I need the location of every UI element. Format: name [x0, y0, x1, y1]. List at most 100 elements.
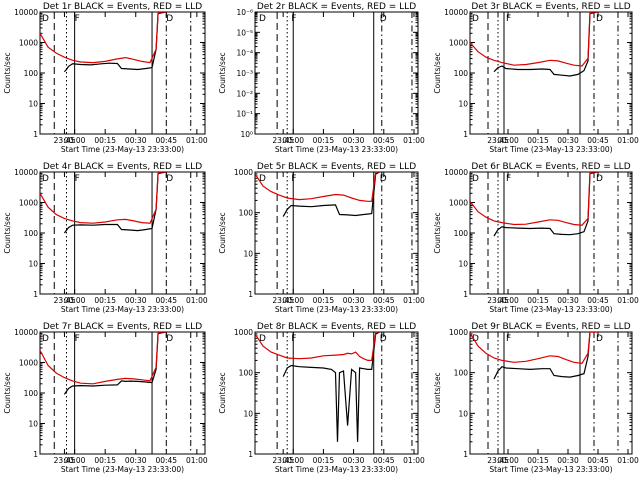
- marker-label: D: [472, 334, 479, 344]
- series-lld: [40, 332, 167, 385]
- plot-frame: [254, 171, 419, 295]
- x-tick-label: 23:45: [272, 456, 294, 465]
- x-tick-label: 00:45: [155, 136, 177, 145]
- marker-label: F: [506, 334, 511, 344]
- x-tick-label: 00:00: [282, 136, 304, 145]
- x-tick-label: 00:45: [587, 296, 609, 305]
- plot-frame: [254, 331, 419, 455]
- x-tick-label: 01:00: [403, 296, 425, 305]
- y-tick-label: 10000: [444, 8, 468, 17]
- chart-title: Det 1r BLACK = Events, RED = LLD: [43, 2, 202, 12]
- x-tick-label: 23:45: [54, 456, 76, 465]
- y-tick-label: 100: [454, 369, 469, 378]
- x-tick-label: 00:15: [94, 136, 116, 145]
- series-lld: [470, 172, 598, 226]
- series-lld: [40, 172, 167, 224]
- x-tick-label: 23:45: [487, 136, 509, 145]
- y-tick-label: 1000: [234, 168, 253, 177]
- marker-label: D: [380, 14, 387, 24]
- y-tick-label: 1: [33, 130, 38, 139]
- marker-label: D: [259, 14, 266, 24]
- y-tick-label: 10: [458, 100, 468, 109]
- marker-label: F: [506, 14, 511, 24]
- series-events: [282, 172, 381, 217]
- y-tick-label: 10000: [14, 328, 38, 337]
- marker-label: F: [75, 14, 80, 24]
- x-tick-label: 01:00: [186, 296, 208, 305]
- x-tick-label: 23:45: [487, 456, 509, 465]
- series-lld: [255, 172, 380, 202]
- y-tick-label: 1000: [19, 359, 38, 368]
- marker-label: D: [596, 174, 603, 184]
- y-axis-label: Counts/sec: [3, 372, 12, 413]
- x-tick-label: 00:45: [587, 456, 609, 465]
- y-tick-label: 10000: [14, 168, 38, 177]
- x-tick-label: 01:00: [617, 296, 639, 305]
- y-tick-label: 10: [28, 100, 38, 109]
- y-tick-label: 100: [239, 369, 254, 378]
- chart-title: Det 2r BLACK = Events, RED = LLD: [257, 2, 416, 12]
- x-tick-label: 00:45: [373, 296, 395, 305]
- x-tick-label: 00:15: [313, 456, 335, 465]
- chart-title: Det 9r BLACK = Events, RED = LLD: [471, 322, 630, 332]
- panel-det-9: Det 9r BLACK = Events, RED = LLD 1 10 100 10…: [433, 322, 639, 474]
- x-axis-label: Start Time (23-May-13 23:33:00): [275, 465, 398, 474]
- x-tick-label: 00:30: [343, 456, 365, 465]
- y-axis-label: Counts/sec: [433, 52, 442, 93]
- chart-title: Det 6r BLACK = Events, RED = LLD: [471, 162, 630, 172]
- y-tick-label: 1000: [234, 328, 253, 337]
- y-tick-label: 10000: [444, 168, 468, 177]
- y-tick-label: 100: [24, 389, 39, 398]
- y-tick-label: 1: [248, 290, 253, 299]
- marker-label: D: [380, 174, 387, 184]
- x-axis-label: Start Time (23-May-13 23:33:00): [275, 145, 398, 154]
- series-events: [493, 332, 598, 380]
- series-events: [282, 332, 381, 442]
- x-tick-label: 00:00: [64, 456, 86, 465]
- y-tick-label: 1: [33, 290, 38, 299]
- x-axis-label: Start Time (23-May-13 23:33:00): [275, 305, 398, 314]
- marker-label: F: [291, 174, 296, 184]
- panel-det-3: Det 3r BLACK = Events, RED = LLD 1 10 100 10…: [433, 2, 639, 154]
- x-tick-label: 01:00: [186, 456, 208, 465]
- marker-label: D: [596, 14, 603, 24]
- series-lld: [470, 332, 598, 364]
- plot-frame: [254, 11, 419, 135]
- x-tick-label: 01:00: [617, 136, 639, 145]
- y-tick-label: 10⁻⁴: [236, 49, 253, 58]
- y-tick-label: 1000: [19, 199, 38, 208]
- y-axis-label: Counts/sec: [433, 212, 442, 253]
- y-axis-label: Counts/sec: [3, 212, 12, 253]
- y-tick-label: 1: [33, 450, 38, 459]
- x-tick-label: 00:15: [313, 136, 335, 145]
- y-tick-label: 100: [239, 209, 254, 218]
- y-tick-label: 10⁻³: [236, 69, 253, 78]
- marker-label: F: [75, 334, 80, 344]
- x-axis-label: Start Time (23-May-13 23:33:00): [61, 305, 184, 314]
- y-axis-label: Counts/sec: [218, 372, 227, 413]
- y-tick-label: 100: [24, 69, 39, 78]
- x-axis-label: Start Time (23-May-13 23:33:00): [489, 465, 612, 474]
- x-tick-label: 00:15: [527, 456, 549, 465]
- marker-label: D: [42, 174, 49, 184]
- y-tick-label: 10⁰: [240, 130, 253, 139]
- y-tick-label: 1: [248, 450, 253, 459]
- x-tick-label: 00:15: [94, 456, 116, 465]
- x-tick-label: 00:15: [527, 296, 549, 305]
- series-events: [63, 12, 167, 73]
- x-tick-label: 00:30: [343, 296, 365, 305]
- x-tick-label: 00:45: [155, 456, 177, 465]
- marker-label: F: [291, 14, 296, 24]
- y-tick-label: 10⁻²: [236, 89, 253, 98]
- series-lld: [470, 12, 598, 67]
- y-tick-label: 1000: [19, 39, 38, 48]
- y-tick-label: 10⁻⁵: [236, 28, 253, 37]
- x-tick-label: 00:45: [373, 136, 395, 145]
- x-tick-label: 00:15: [527, 136, 549, 145]
- y-tick-label: 1: [463, 450, 468, 459]
- chart-title: Det 8r BLACK = Events, RED = LLD: [257, 322, 416, 332]
- y-tick-label: 10: [243, 249, 253, 258]
- marker-label: D: [166, 174, 173, 184]
- marker-label: D: [259, 174, 266, 184]
- x-axis-label: Start Time (23-May-13 23:33:00): [61, 145, 184, 154]
